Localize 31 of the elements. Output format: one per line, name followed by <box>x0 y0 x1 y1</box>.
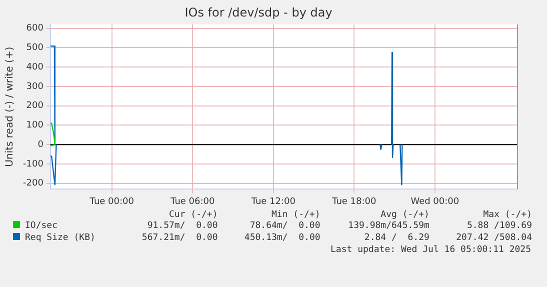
y-tick-label: 300 <box>26 82 44 92</box>
text: 5.88 /109.69 <box>466 220 532 232</box>
legend-label: Req Size (KB) <box>24 232 96 244</box>
x-tick-label: Tue 00:00 <box>88 196 134 207</box>
y-axis-title: Units read (-) / write (+) <box>4 46 16 167</box>
y-tick-label: 0 <box>38 140 44 150</box>
text: Max (-/+) <box>482 210 532 220</box>
x-tick-label: Wed 00:00 <box>410 196 460 207</box>
text: 450.13m/ 0.00 <box>243 232 320 244</box>
legend-label: IO/sec <box>24 220 59 232</box>
text: 91.57m/ 0.00 <box>146 220 218 232</box>
text: Cur (-/+) <box>168 210 218 220</box>
text: 139.98m/645.59m <box>347 220 430 232</box>
text: 207.42 /508.04 <box>455 232 532 244</box>
text: Avg (-/+) <box>380 210 430 220</box>
y-tick-label: 200 <box>26 101 44 112</box>
y-tick-label: 400 <box>26 62 44 72</box>
text: Min (-/+) <box>270 210 320 220</box>
y-tick-label: 100 <box>26 120 44 131</box>
chart-title: IOs for /dev/sdp - by day <box>184 5 332 20</box>
y-tick-label: -200 <box>22 178 44 189</box>
text: 2.84 / 6.29 <box>363 232 430 244</box>
x-tick-label: Tue 12:00 <box>250 196 296 207</box>
y-tick-label: 600 <box>26 24 44 34</box>
text: 78.64m/ 0.00 <box>248 220 320 232</box>
y-tick-label: 500 <box>26 43 44 54</box>
x-tick-label: Tue 06:00 <box>170 196 215 207</box>
text: 567.21m/ 0.00 <box>140 232 218 244</box>
text: Last update: Wed Jul 16 05:00:11 2025 <box>330 244 532 256</box>
y-tick-label: -100 <box>22 159 44 170</box>
x-tick-label: Tue 18:00 <box>331 196 377 207</box>
